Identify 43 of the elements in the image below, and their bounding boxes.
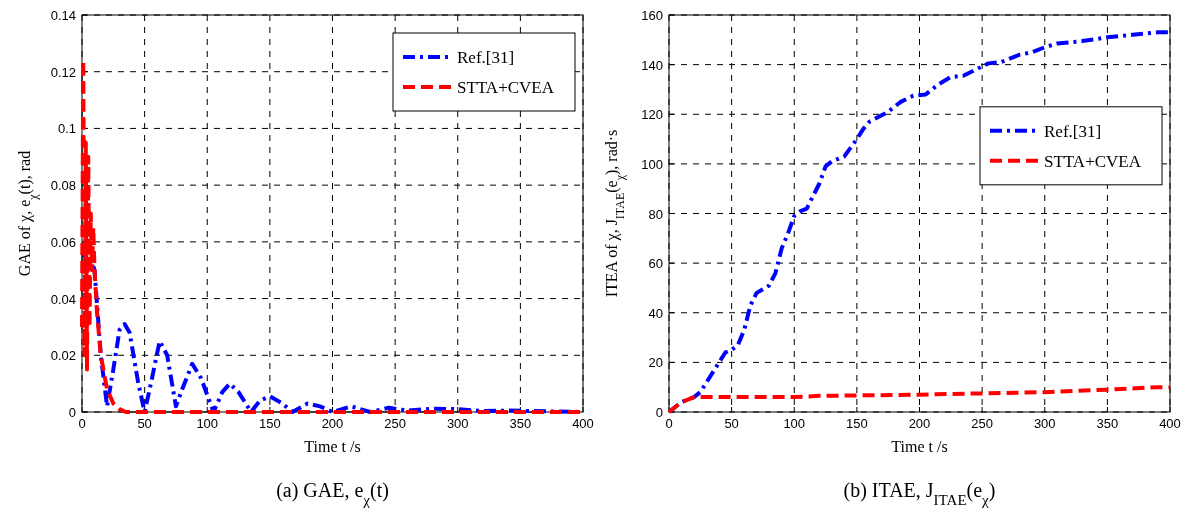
y-tick-label: 0.14 [50, 8, 76, 23]
y-tick-label: 60 [648, 256, 663, 272]
x-axis-title: Time t /s [304, 438, 361, 455]
y-tick-label: 0.06 [50, 234, 76, 250]
y-tick-label: 0.12 [50, 64, 76, 80]
x-tick-label: 250 [971, 416, 993, 431]
y-tick-label: 120 [641, 107, 663, 123]
y-tick-label: 0.08 [50, 178, 76, 194]
x-tick-label: 150 [259, 416, 281, 431]
x-tick-label: 0 [665, 416, 673, 431]
y-tick-label: 0.02 [50, 348, 76, 364]
x-tick-label: 300 [446, 416, 469, 431]
y-tick-label: 40 [648, 305, 663, 321]
y-tick-label: 160 [641, 8, 663, 23]
x-tick-label: 100 [196, 416, 219, 431]
y-tick-label: 0.1 [57, 121, 76, 137]
x-axis-title: Time t /s [891, 438, 948, 455]
x-tick-label: 0 [78, 416, 86, 431]
legend-label: STTA+CVEA [1044, 151, 1142, 171]
y-tick-label: 100 [641, 156, 663, 172]
x-tick-label: 50 [724, 416, 739, 431]
text: (b) ITAE, J$_{ITAE}$(e$_{χ}$) [843, 479, 996, 508]
x-tick-label: 400 [572, 416, 594, 431]
x-tick-label: 350 [509, 416, 532, 431]
y-tick-label: 0 [68, 405, 76, 420]
x-tick-label: 150 [846, 416, 868, 431]
y-tick-label: 80 [648, 206, 663, 222]
x-tick-label: 100 [783, 416, 806, 431]
legend-label: Ref.[31] [457, 48, 515, 67]
x-tick-label: 350 [1096, 416, 1119, 431]
y-tick-label: 0.04 [50, 291, 76, 307]
legend-label: STTA+CVEA [457, 78, 555, 97]
y-tick-label: 0 [655, 405, 663, 420]
x-tick-label: 200 [908, 416, 931, 431]
x-tick-label: 300 [1033, 416, 1056, 431]
x-tick-label: 250 [384, 416, 406, 431]
x-tick-label: 200 [321, 416, 344, 431]
y-tick-label: 20 [648, 355, 663, 371]
x-tick-label: 50 [137, 416, 152, 431]
x-tick-label: 400 [1159, 416, 1181, 431]
legend-label: Ref.[31] [1044, 121, 1102, 141]
text: (a) GAE, e$_{χ}$(t) [276, 479, 389, 508]
y-tick-label: 140 [641, 57, 663, 73]
